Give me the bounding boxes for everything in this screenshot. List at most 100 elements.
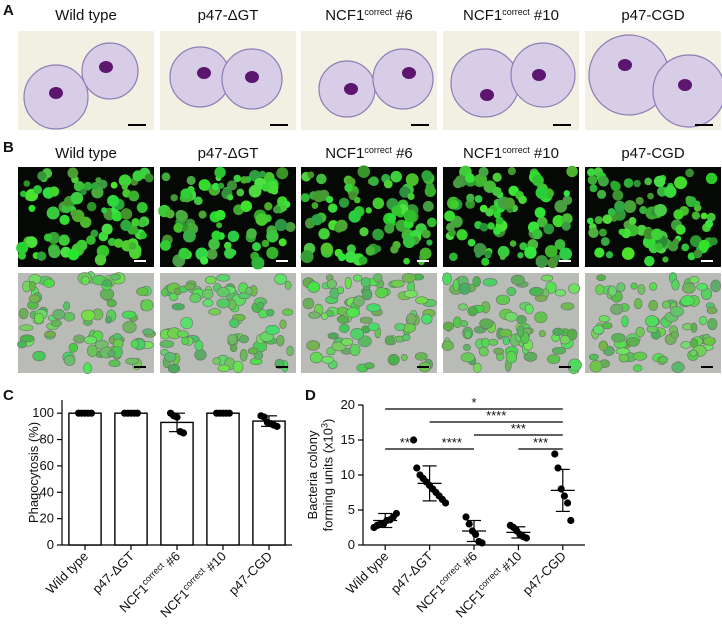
cell — [32, 350, 46, 362]
data-point — [392, 509, 400, 518]
cell — [350, 327, 365, 340]
cell — [592, 324, 605, 335]
cell — [328, 203, 338, 213]
cell — [509, 240, 517, 247]
cell — [216, 298, 230, 309]
cell — [478, 346, 489, 357]
cell — [499, 254, 506, 261]
cell — [479, 318, 494, 329]
cell — [367, 322, 380, 332]
cell — [349, 343, 361, 357]
cell — [598, 340, 609, 351]
cell — [384, 223, 395, 234]
cell — [506, 287, 517, 297]
cell — [639, 206, 648, 215]
cell — [442, 272, 452, 286]
cell — [311, 214, 323, 226]
cell — [341, 338, 354, 347]
cell — [670, 331, 679, 339]
cell — [308, 311, 321, 319]
cell — [505, 350, 518, 364]
cell — [426, 239, 433, 246]
cell — [180, 316, 193, 330]
cell — [383, 179, 393, 189]
cell — [365, 246, 376, 256]
cell — [612, 189, 624, 201]
cell — [202, 288, 214, 299]
cell — [633, 179, 641, 188]
cell — [240, 176, 248, 184]
cell — [337, 315, 350, 324]
cell — [28, 204, 36, 212]
cell — [83, 362, 92, 375]
cell — [67, 167, 79, 179]
cell — [611, 333, 626, 343]
cell — [357, 335, 372, 348]
cell — [402, 235, 416, 249]
cell — [144, 173, 154, 183]
cell — [204, 276, 217, 285]
cell — [510, 274, 525, 286]
cell — [130, 339, 140, 349]
cell — [159, 340, 175, 348]
data-point — [478, 539, 486, 547]
cell — [358, 256, 368, 265]
cell — [318, 228, 330, 240]
cell — [449, 252, 458, 262]
label-part: #6 — [392, 7, 413, 24]
panel-label: D — [305, 387, 316, 404]
cell — [647, 192, 654, 200]
cell — [487, 222, 495, 230]
cell — [255, 213, 268, 226]
cell — [110, 181, 118, 189]
cell — [110, 273, 121, 281]
cell — [216, 274, 231, 282]
cell — [251, 256, 265, 270]
cell — [427, 217, 437, 228]
cell — [466, 193, 475, 203]
cell — [259, 170, 266, 178]
cell — [107, 350, 116, 358]
cell — [543, 223, 555, 235]
cell — [302, 297, 315, 310]
cell — [218, 182, 225, 189]
cell — [87, 344, 98, 358]
cell — [691, 211, 701, 220]
y-tick-label: 0 — [47, 537, 54, 552]
cell — [175, 209, 187, 221]
label-part: NCF1 — [463, 7, 502, 24]
cell — [137, 219, 147, 228]
cell — [335, 219, 348, 232]
cell — [391, 205, 402, 216]
panel-title: Wild type — [55, 145, 117, 162]
cell — [422, 200, 434, 212]
cell — [90, 229, 99, 238]
cell — [348, 210, 361, 223]
cell — [282, 308, 294, 316]
cell — [306, 340, 321, 351]
cell — [407, 192, 415, 201]
panel-title: NCF1correct #6 — [325, 7, 413, 24]
label-part: ) — [320, 419, 335, 423]
cell — [652, 54, 722, 128]
cell — [212, 182, 220, 191]
cell — [86, 235, 96, 245]
cell — [43, 278, 55, 288]
cell — [444, 210, 456, 222]
cell — [129, 242, 137, 250]
cell — [465, 199, 476, 209]
cell — [36, 251, 47, 261]
cell — [94, 254, 107, 266]
cell — [140, 299, 154, 312]
y-tick-label: 5 — [348, 502, 355, 517]
cell — [633, 298, 643, 310]
cell — [661, 300, 671, 309]
cell — [668, 241, 679, 252]
bar — [114, 412, 148, 546]
cell — [229, 344, 238, 353]
scale-bar — [411, 124, 429, 126]
cell — [34, 312, 44, 325]
cell — [120, 208, 133, 220]
scale-bar — [559, 366, 571, 368]
